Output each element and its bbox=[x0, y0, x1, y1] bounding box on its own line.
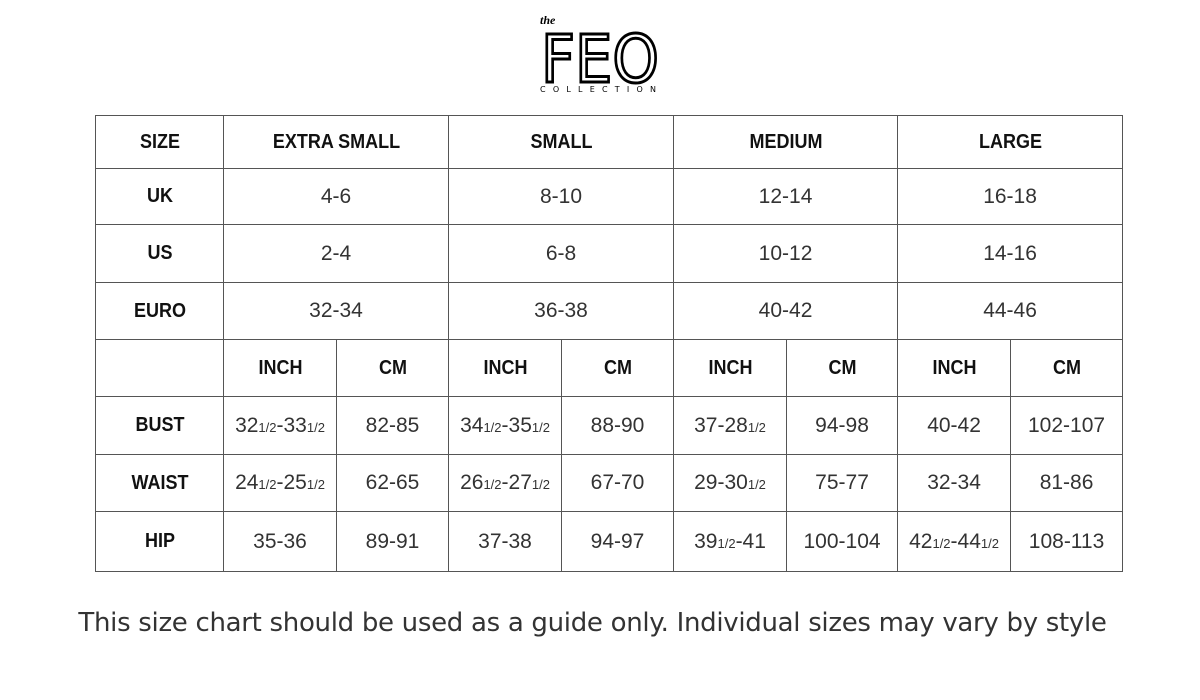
measure-value: 341/2-351/2 bbox=[448, 396, 563, 455]
measure-value: 40-42 bbox=[897, 396, 1012, 455]
size-value: 44-46 bbox=[897, 282, 1124, 340]
logo-sub: COLLECTION bbox=[540, 85, 660, 94]
measure-value: 82-85 bbox=[335, 396, 450, 455]
size-header: MEDIUM bbox=[684, 115, 887, 169]
size-value: 36-38 bbox=[448, 282, 675, 340]
measure-value: 321/2-331/2 bbox=[223, 396, 337, 455]
table-row: UK 4-6 8-10 12-14 16-18 bbox=[96, 168, 1124, 225]
size-value: 6-8 bbox=[448, 224, 675, 283]
measure-value: 241/2-251/2 bbox=[223, 454, 337, 512]
size-value: 40-42 bbox=[673, 282, 899, 340]
measure-value: 37-281/2 bbox=[673, 396, 788, 455]
size-value: 32-34 bbox=[222, 282, 450, 340]
table-row: HIP 35-36 89-91 37-38 94-97 391/2-41 100-104 42… bbox=[96, 511, 1124, 572]
unit-header: INCH bbox=[902, 339, 1006, 397]
size-header: EXTRA SMALL bbox=[234, 115, 438, 169]
measure-value: 75-77 bbox=[786, 454, 899, 512]
size-header: LARGE bbox=[908, 115, 1112, 169]
size-header: SMALL bbox=[459, 115, 663, 169]
unit-header: CM bbox=[1015, 339, 1118, 397]
logo: the FEO COLLECTION bbox=[540, 13, 661, 98]
size-value: 2-4 bbox=[222, 224, 450, 283]
measure-value: 62-65 bbox=[335, 454, 450, 512]
measure-value: 421/2-441/2 bbox=[897, 511, 1012, 572]
measure-value: 32-34 bbox=[897, 454, 1012, 512]
size-value: 16-18 bbox=[897, 168, 1124, 225]
measure-value: 102-107 bbox=[1010, 396, 1124, 455]
footer-note: This size chart should be used as a guid… bbox=[78, 608, 1107, 638]
row-label: HIP bbox=[101, 511, 218, 572]
measure-value: 88-90 bbox=[561, 396, 675, 455]
measure-value: 81-86 bbox=[1010, 454, 1124, 512]
measure-value: 261/2-271/2 bbox=[448, 454, 563, 512]
unit-header: INCH bbox=[453, 339, 557, 397]
row-label: WAIST bbox=[101, 454, 218, 512]
table-row: WAIST 241/2-251/2 62-65 261/2-271/2 67-70 29-… bbox=[96, 454, 1124, 512]
row-label: EURO bbox=[101, 282, 218, 340]
unit-header: CM bbox=[566, 339, 669, 397]
size-table: SIZE EXTRA SMALL SMALL MEDIUM LARGE UK 4-6 8-10… bbox=[95, 115, 1124, 572]
table-row: INCH CM INCH CM INCH CM INCH CM bbox=[95, 339, 1123, 397]
size-value: 14-16 bbox=[897, 224, 1124, 283]
measure-value: 391/2-41 bbox=[673, 511, 788, 572]
row-label: UK bbox=[101, 168, 218, 225]
unit-header: CM bbox=[791, 339, 893, 397]
unit-header: CM bbox=[341, 339, 444, 397]
logo-small: the bbox=[540, 13, 556, 27]
measure-value: 29-301/2 bbox=[673, 454, 788, 512]
table-row: BUST 321/2-331/2 82-85 341/2-351/2 88-90 37-2… bbox=[96, 396, 1124, 455]
logo-main: FEO bbox=[541, 21, 659, 98]
size-value: 10-12 bbox=[673, 224, 899, 283]
measure-value: 94-97 bbox=[561, 511, 675, 572]
size-value: 12-14 bbox=[673, 168, 899, 225]
empty-cell bbox=[95, 339, 224, 397]
row-label: US bbox=[101, 224, 218, 283]
size-value: 4-6 bbox=[222, 168, 450, 225]
measure-value: 100-104 bbox=[786, 511, 899, 572]
unit-header: INCH bbox=[678, 339, 782, 397]
table-row: US 2-4 6-8 10-12 14-16 bbox=[96, 224, 1124, 283]
table-row: SIZE EXTRA SMALL SMALL MEDIUM LARGE bbox=[96, 115, 1123, 169]
corner-header: SIZE bbox=[101, 115, 218, 169]
unit-header: INCH bbox=[228, 339, 332, 397]
row-label: BUST bbox=[101, 396, 218, 455]
measure-value: 37-38 bbox=[448, 511, 563, 572]
measure-value: 35-36 bbox=[223, 511, 337, 572]
size-value: 8-10 bbox=[448, 168, 675, 225]
table-row: EURO 32-34 36-38 40-42 44-46 bbox=[96, 282, 1124, 340]
measure-value: 67-70 bbox=[561, 454, 675, 512]
measure-value: 89-91 bbox=[335, 511, 450, 572]
measure-value: 94-98 bbox=[786, 396, 899, 455]
measure-value: 108-113 bbox=[1010, 511, 1124, 572]
